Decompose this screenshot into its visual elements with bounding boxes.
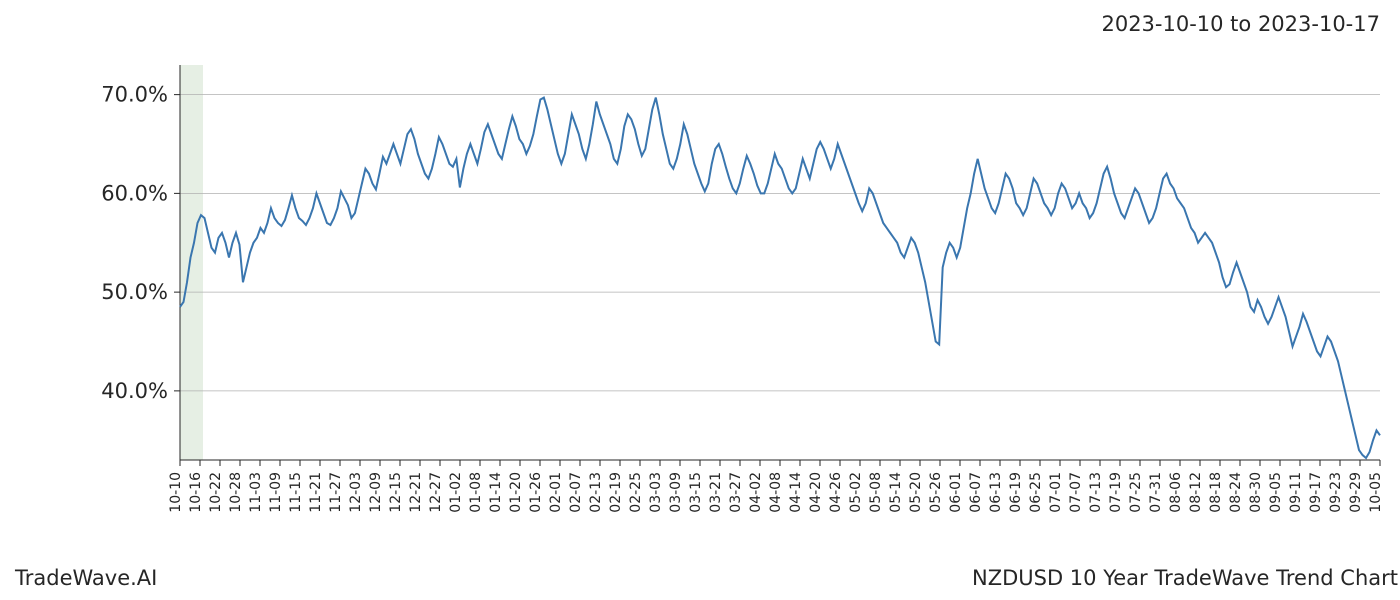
series-line bbox=[180, 98, 1380, 458]
xtick-label: 01-26 bbox=[528, 472, 544, 513]
xtick-label: 09-17 bbox=[1308, 472, 1324, 513]
xtick-label: 03-15 bbox=[688, 472, 704, 513]
xtick-label: 08-06 bbox=[1168, 472, 1184, 513]
xtick-label: 01-02 bbox=[448, 472, 464, 513]
xtick-label: 12-27 bbox=[428, 472, 444, 513]
xtick-label: 04-14 bbox=[788, 472, 804, 513]
xtick-label: 04-20 bbox=[808, 472, 824, 513]
xtick-label: 08-12 bbox=[1188, 472, 1204, 513]
xtick-label: 01-08 bbox=[468, 472, 484, 513]
xtick-label: 11-15 bbox=[288, 472, 304, 513]
xtick-label: 03-09 bbox=[668, 472, 684, 513]
xtick-label: 11-27 bbox=[328, 472, 344, 513]
xtick-label: 07-13 bbox=[1088, 472, 1104, 513]
xtick-label: 10-22 bbox=[208, 472, 224, 513]
xtick-label: 07-07 bbox=[1068, 472, 1084, 513]
xtick-label: 09-23 bbox=[1328, 472, 1344, 513]
xtick-label: 01-20 bbox=[508, 472, 524, 513]
xtick-label: 10-28 bbox=[228, 472, 244, 513]
ytick-label: 60.0% bbox=[101, 181, 168, 205]
xtick-label: 07-25 bbox=[1128, 472, 1144, 513]
xtick-label: 09-05 bbox=[1268, 472, 1284, 513]
xtick-label: 08-30 bbox=[1248, 472, 1264, 513]
xtick-label: 05-26 bbox=[928, 472, 944, 513]
xtick-label: 07-01 bbox=[1048, 472, 1064, 513]
xtick-label: 06-13 bbox=[988, 472, 1004, 513]
xtick-label: 06-01 bbox=[948, 472, 964, 513]
xtick-label: 05-14 bbox=[888, 472, 904, 513]
xtick-label: 08-18 bbox=[1208, 472, 1224, 513]
xtick-label: 07-19 bbox=[1108, 472, 1124, 513]
xtick-label: 04-08 bbox=[768, 472, 784, 513]
xtick-label: 03-21 bbox=[708, 472, 724, 513]
xtick-label: 11-09 bbox=[268, 472, 284, 513]
xtick-label: 07-31 bbox=[1148, 472, 1164, 513]
xtick-label: 02-25 bbox=[628, 472, 644, 513]
ytick-label: 50.0% bbox=[101, 280, 168, 304]
xtick-label: 11-21 bbox=[308, 472, 324, 513]
xtick-label: 04-26 bbox=[828, 472, 844, 513]
xtick-label: 12-09 bbox=[368, 472, 384, 513]
shaded-period bbox=[180, 65, 203, 460]
xtick-label: 02-07 bbox=[568, 472, 584, 513]
xtick-label: 03-03 bbox=[648, 472, 664, 513]
xtick-label: 02-13 bbox=[588, 472, 604, 513]
trend-chart: 40.0% 50.0% 60.0% 70.0% 10-1010-1610-2210-28… bbox=[0, 0, 1400, 600]
xtick-label: 10-10 bbox=[168, 472, 184, 513]
xtick-label: 05-20 bbox=[908, 472, 924, 513]
xtick-label: 01-14 bbox=[488, 472, 504, 513]
xtick-label: 06-19 bbox=[1008, 472, 1024, 513]
xtick-label: 12-03 bbox=[348, 472, 364, 513]
xtick-label: 06-07 bbox=[968, 472, 984, 513]
xtick-label: 02-01 bbox=[548, 472, 564, 513]
xtick-label: 08-24 bbox=[1228, 472, 1244, 513]
xtick-label: 09-29 bbox=[1348, 472, 1364, 513]
xtick-label: 03-27 bbox=[728, 472, 744, 513]
xtick-label: 06-25 bbox=[1028, 472, 1044, 513]
ytick-label: 40.0% bbox=[101, 379, 168, 403]
xtick-label: 02-19 bbox=[608, 472, 624, 513]
ytick-label: 70.0% bbox=[101, 83, 168, 107]
xtick-label: 05-02 bbox=[848, 472, 864, 513]
xtick-label: 09-11 bbox=[1288, 472, 1304, 513]
xtick-label: 11-03 bbox=[248, 472, 264, 513]
xtick-label: 10-05 bbox=[1368, 472, 1384, 513]
xtick-label: 10-16 bbox=[188, 472, 204, 513]
xtick-label: 12-21 bbox=[408, 472, 424, 513]
xtick-label: 04-02 bbox=[748, 472, 764, 513]
xtick-label: 12-15 bbox=[388, 472, 404, 513]
xtick-label: 05-08 bbox=[868, 472, 884, 513]
